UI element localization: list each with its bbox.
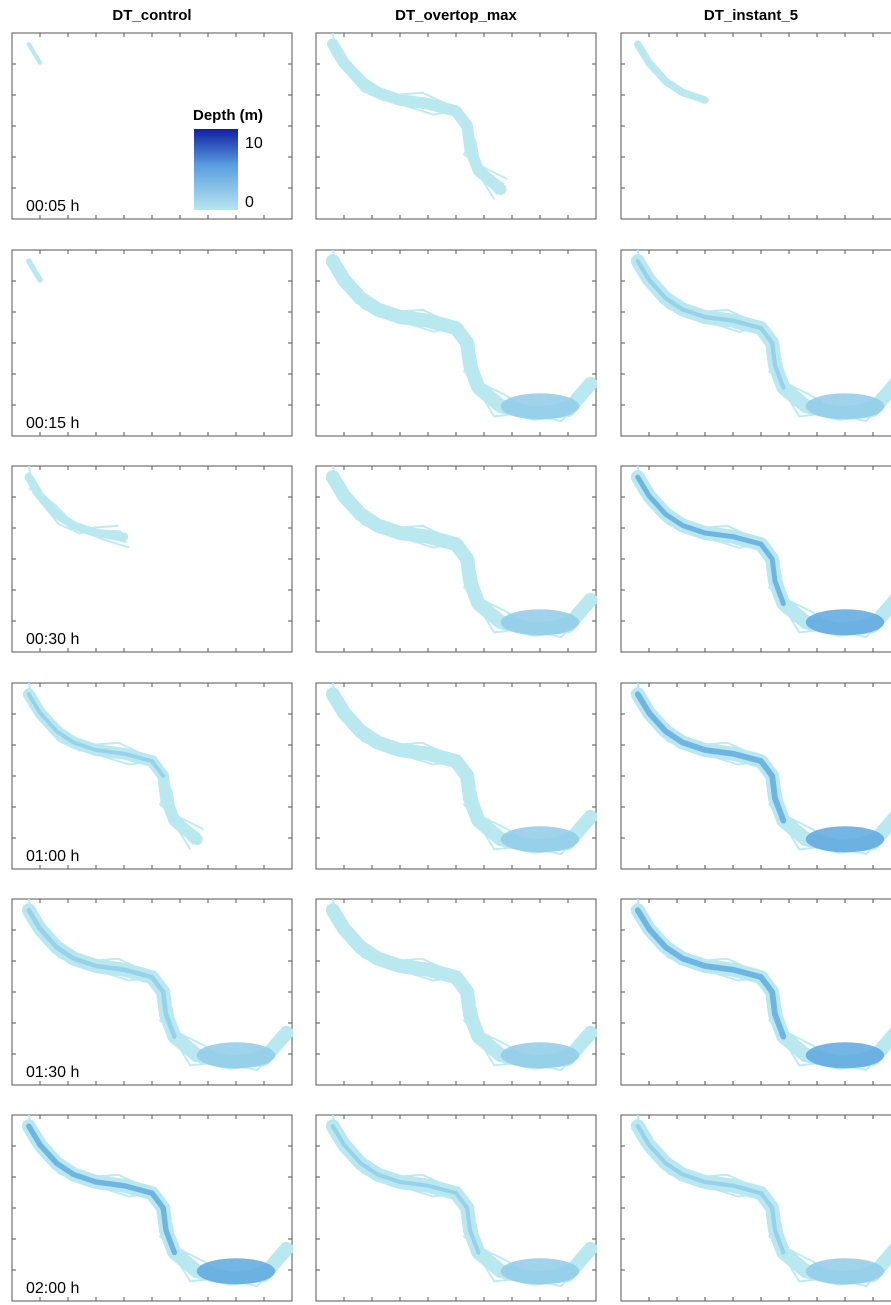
colorbar-min-label: 0 — [245, 194, 254, 211]
deep-channel — [26, 907, 177, 1039]
map-panel — [315, 465, 598, 653]
colorbar-title: Depth (m) — [193, 107, 263, 124]
deep-channel — [26, 692, 166, 778]
map-panel: 00:15 h — [11, 249, 293, 437]
flood-strand — [331, 43, 502, 190]
panel-frame — [11, 249, 293, 437]
deep-channel — [331, 908, 481, 1039]
map-panel: 00:30 h — [11, 465, 293, 653]
deep-channel — [634, 907, 787, 1040]
panel-frame — [11, 682, 293, 870]
flood-pool — [805, 1042, 885, 1069]
map-panel: 00:05 h — [11, 32, 293, 220]
flood-pool — [805, 609, 885, 636]
deep-channel — [26, 1123, 178, 1256]
flood-strand — [331, 32, 508, 180]
column-title-2: DT_instant_5 — [703, 7, 799, 24]
map-panel — [620, 32, 891, 220]
deep-channel — [635, 1124, 786, 1255]
column-title-1: DT_overtop_max — [395, 7, 517, 24]
deep-channel — [634, 691, 787, 824]
flood-strand — [28, 487, 130, 549]
flood-strand — [332, 48, 499, 195]
flood-extent — [26, 258, 43, 283]
flood-pool — [196, 1042, 276, 1069]
deep-channel — [636, 42, 685, 95]
map-panel — [315, 249, 598, 437]
panel-frame — [315, 32, 597, 220]
time-label: 00:15 h — [26, 415, 79, 432]
column-title-0: DT_control — [112, 7, 192, 24]
map-panel — [315, 1114, 598, 1302]
map-panel — [620, 1114, 891, 1302]
flood-strand — [331, 38, 505, 186]
time-label: 00:05 h — [26, 198, 79, 215]
map-panel: 02:00 h — [11, 1114, 294, 1302]
flood-strand — [28, 704, 192, 850]
time-label: 02:00 h — [26, 1280, 79, 1297]
flood-pool — [805, 1258, 885, 1285]
time-label: 01:30 h — [26, 1064, 79, 1081]
map-panel — [315, 32, 597, 220]
flood-pool — [805, 826, 885, 853]
map-panel — [620, 682, 891, 870]
colorbar-max-label: 10 — [245, 135, 263, 152]
colorbar-gradient — [194, 129, 238, 210]
time-label: 01:00 h — [26, 848, 79, 865]
flood-pool — [196, 1258, 276, 1285]
time-label: 00:30 h — [26, 631, 79, 648]
flood-strand — [27, 465, 119, 535]
flood-pool — [500, 393, 580, 420]
flood-pool — [500, 609, 580, 636]
map-panel: 01:30 h — [11, 898, 294, 1086]
panel-frame — [11, 465, 293, 653]
map-panel — [315, 682, 598, 870]
deep-channel — [331, 692, 481, 823]
panel-frame — [11, 32, 293, 220]
map-panel — [315, 898, 598, 1086]
flood-extent — [26, 42, 43, 65]
map-panel — [620, 465, 891, 653]
deep-channel — [331, 259, 481, 390]
map-panel: 01:00 h — [11, 682, 293, 870]
flood-strand — [332, 54, 496, 200]
map-panel — [620, 249, 891, 437]
flood-strand — [27, 688, 201, 836]
deep-channel — [331, 475, 481, 606]
flood-strand — [28, 698, 195, 845]
deep-channel — [330, 1124, 481, 1255]
flood-pool — [500, 1042, 580, 1069]
flood-pool — [500, 826, 580, 853]
panel-frame — [620, 32, 891, 220]
deep-channel — [635, 259, 786, 390]
colorbar: Depth (m) 10 0 — [193, 107, 263, 211]
flood-pool — [500, 1258, 580, 1285]
deep-channel — [635, 474, 786, 607]
flood-strand — [27, 682, 204, 830]
map-panel — [620, 898, 891, 1086]
flood-pool — [805, 393, 885, 420]
